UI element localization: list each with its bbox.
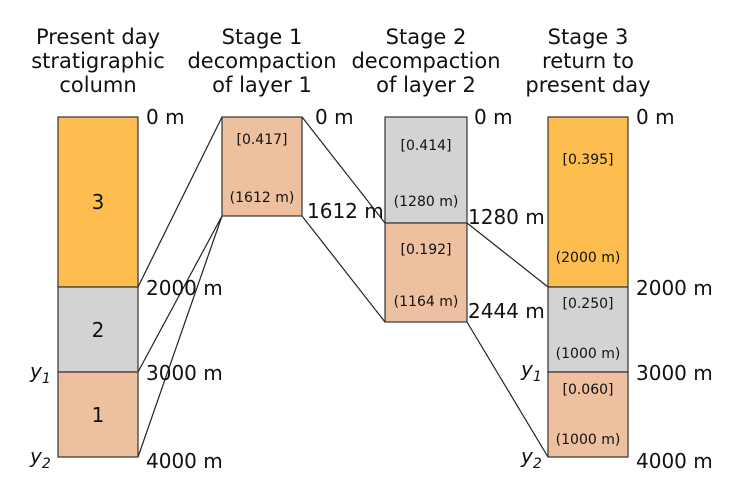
stage2-layer-2-thickness: (1280 m) [394, 194, 459, 210]
stage3-layer-1-porosity: [0.060] [562, 382, 613, 398]
stage1-depth-0: 0 m [315, 105, 354, 129]
stage2-layer-1 [384, 222, 468, 323]
column-stage1: [0.417] (1612 m) 0 m 1612 m [221, 105, 384, 223]
connector-present-stage1-bottom-a [137, 215, 223, 373]
title-stage2-line-2: decompaction [351, 49, 500, 73]
present-depth-3000: 3000 m [146, 361, 223, 385]
stage3-depth-2000: 2000 m [636, 276, 713, 300]
title-present: Present day stratigraphic column [31, 25, 165, 97]
stage3-layer-2-porosity: [0.250] [562, 296, 613, 312]
stage2-layer-2 [384, 116, 468, 224]
present-depth-2000: 2000 m [146, 276, 223, 300]
stage3-layer-3-thickness: (2000 m) [556, 250, 621, 266]
title-stage3-line-3: present day [525, 73, 650, 97]
present-layer-3-label: 3 [92, 190, 105, 214]
stage3-layer-1 [547, 371, 629, 458]
stage3-depth-0: 0 m [636, 105, 675, 129]
stage3-layer-2 [547, 286, 629, 373]
title-stage3: Stage 3 return to present day [525, 25, 650, 97]
connector-stage1-stage2-top [301, 116, 386, 224]
stage1-layer-1-porosity: [0.417] [236, 132, 287, 148]
title-stage2-line-3: of layer 2 [376, 73, 476, 97]
stage3-y2-label: y2 [520, 444, 542, 472]
present-layer-2 [57, 286, 139, 373]
title-stage3-line-1: Stage 3 [548, 25, 629, 49]
stage1-layer-1-thickness: (1612 m) [230, 190, 295, 206]
title-stage1-line-3: of layer 1 [212, 73, 312, 97]
title-stage3-line-2: return to [542, 49, 634, 73]
stage3-layer-2-thickness: (1000 m) [556, 346, 621, 362]
stage3-depth-3000: 3000 m [636, 361, 713, 385]
title-stage1-line-1: Stage 1 [222, 25, 303, 49]
present-layer-2-label: 2 [92, 318, 105, 342]
stage3-depth-4000: 4000 m [636, 449, 713, 473]
title-stage2-line-1: Stage 2 [386, 25, 467, 49]
connector-stage1-stage2-bottom [301, 215, 386, 323]
stage2-depth-1280: 1280 m [468, 205, 545, 229]
present-layer-1 [57, 371, 139, 458]
stage2-depth-0: 0 m [474, 105, 513, 129]
stage3-layer-1-thickness: (1000 m) [556, 432, 621, 448]
title-present-line-1: Present day [36, 25, 160, 49]
present-y1-label: y1 [29, 359, 51, 387]
stage1-layer-1 [221, 116, 303, 217]
column-stage3: [0.395] (2000 m) [0.250] (1000 m) [0.060… [520, 105, 713, 473]
title-stage1: Stage 1 decompaction of layer 1 [187, 25, 336, 97]
stage2-layer-1-thickness: (1164 m) [394, 294, 459, 310]
stage3-layer-3-porosity: [0.395] [562, 152, 613, 168]
present-layer-1-label: 1 [92, 403, 105, 427]
stage2-depth-2444: 2444 m [468, 299, 545, 323]
connector-stage2-stage3-bottom [466, 321, 549, 458]
connector-present-stage1-bottom-b [137, 215, 223, 458]
connector-stage2-stage3-top [466, 222, 549, 288]
column-stage2: [0.414] (1280 m) [0.192] (1164 m) 0 m 12… [384, 105, 545, 323]
stage2-layer-1-porosity: [0.192] [400, 242, 451, 258]
stage1-depth-1612: 1612 m [307, 199, 384, 223]
column-present: 3 2 1 0 m 2000 m 3000 m 4000 m y1 y2 [29, 105, 223, 473]
title-present-line-2: stratigraphic [31, 49, 165, 73]
connector-lines [137, 116, 549, 458]
title-stage1-line-2: decompaction [187, 49, 336, 73]
stage2-layer-2-porosity: [0.414] [400, 138, 451, 154]
connector-present-stage1-top [137, 116, 223, 288]
stage3-y1-label: y1 [520, 357, 542, 385]
present-depth-4000: 4000 m [146, 449, 223, 473]
present-y2-label: y2 [29, 444, 51, 472]
stage3-layer-3 [547, 116, 629, 288]
title-stage2: Stage 2 decompaction of layer 2 [351, 25, 500, 97]
title-present-line-3: column [59, 73, 136, 97]
present-depth-0: 0 m [146, 105, 185, 129]
